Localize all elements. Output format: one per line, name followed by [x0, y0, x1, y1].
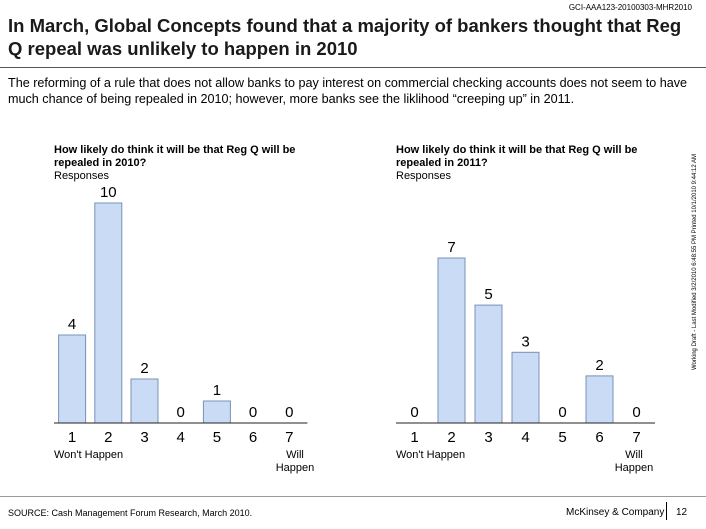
chart-0-bar-3	[130, 378, 159, 424]
chart-0-value-label-2: 10	[100, 184, 117, 201]
chart-1-value-label-4: 3	[521, 333, 529, 350]
source-note: SOURCE: Cash Management Forum Research, …	[8, 508, 253, 518]
chart-2011-title-block: How likely do think it will be that Reg …	[396, 144, 656, 183]
chart-1-category-label-7: 7	[632, 429, 640, 446]
chart-0-value-label-3: 2	[140, 360, 148, 377]
chart-0-category-label-2: 2	[104, 429, 112, 446]
chart-1-bar-3	[474, 304, 503, 424]
chart-0-category-label-6: 6	[249, 429, 257, 446]
chart-1-value-label-1: 0	[410, 404, 418, 421]
company-name: McKinsey & Company	[566, 507, 665, 518]
chart-0-value-label-5: 1	[213, 382, 221, 399]
chart-0-category-label-5: 5	[213, 429, 221, 446]
chart-0-category-label-7: 7	[285, 429, 293, 446]
chart-0-bar-1	[58, 334, 87, 424]
page-headline: In March, Global Concepts found that a m…	[8, 15, 682, 59]
chart-2010-title-block: How likely do think it will be that Reg …	[54, 144, 314, 183]
chart-1-category-label-3: 3	[484, 429, 492, 446]
chart-2011-low-label: Won't Happen	[396, 449, 466, 461]
chart-0-value-label-4: 0	[177, 404, 185, 421]
page-number: 12	[676, 507, 688, 518]
chart-2010-subtitle: Responses	[54, 170, 110, 182]
chart-2010: 4 1 10 2 2 3 0 4 1 5 0 6 0 7	[54, 184, 308, 446]
document-id: GCI-AAA123-20100303-MHR2010	[568, 3, 692, 12]
chart-1-value-label-7: 0	[632, 404, 640, 421]
chart-2011-high-label: Will Happen	[614, 449, 654, 474]
chart-1-value-label-5: 0	[558, 404, 566, 421]
chart-0-value-label-1: 4	[68, 316, 76, 333]
chart-2010-title: How likely do think it will be that Reg …	[54, 144, 296, 169]
chart-1-bar-4	[511, 351, 540, 424]
chart-1-bar-2	[437, 257, 466, 424]
chart-1-value-label-3: 5	[484, 286, 492, 303]
chart-1-value-label-2: 7	[447, 239, 455, 256]
chart-1-category-label-2: 2	[447, 429, 455, 446]
chart-2011: 0 1 7 2 5 3 3 4 0 5 2 6 0 7	[396, 239, 655, 446]
chart-1-category-label-6: 6	[595, 429, 603, 446]
chart-0-bar-2	[94, 202, 123, 424]
chart-0-value-label-7: 0	[285, 404, 293, 421]
headline-divider	[0, 67, 706, 68]
page-number-separator	[666, 502, 667, 520]
chart-0-category-label-3: 3	[140, 429, 148, 446]
intro-text: The reforming of a rule that does not al…	[8, 76, 688, 106]
chart-2010-low-label: Won't Happen	[54, 449, 124, 461]
chart-2011-subtitle: Responses	[396, 170, 452, 182]
chart-1-category-label-4: 4	[521, 429, 529, 446]
chart-1-category-label-1: 1	[410, 429, 418, 446]
chart-1-bar-6	[585, 375, 614, 424]
chart-1-category-label-5: 5	[558, 429, 566, 446]
chart-1-value-label-6: 2	[595, 357, 603, 374]
chart-0-value-label-6: 0	[249, 404, 257, 421]
chart-2010-high-label: Will Happen	[275, 449, 315, 474]
chart-0-category-label-1: 1	[68, 429, 76, 446]
chart-0-category-label-4: 4	[177, 429, 185, 446]
footer-divider	[0, 496, 706, 497]
chart-0-bar-5	[202, 400, 231, 424]
chart-2011-title: How likely do think it will be that Reg …	[396, 144, 638, 169]
